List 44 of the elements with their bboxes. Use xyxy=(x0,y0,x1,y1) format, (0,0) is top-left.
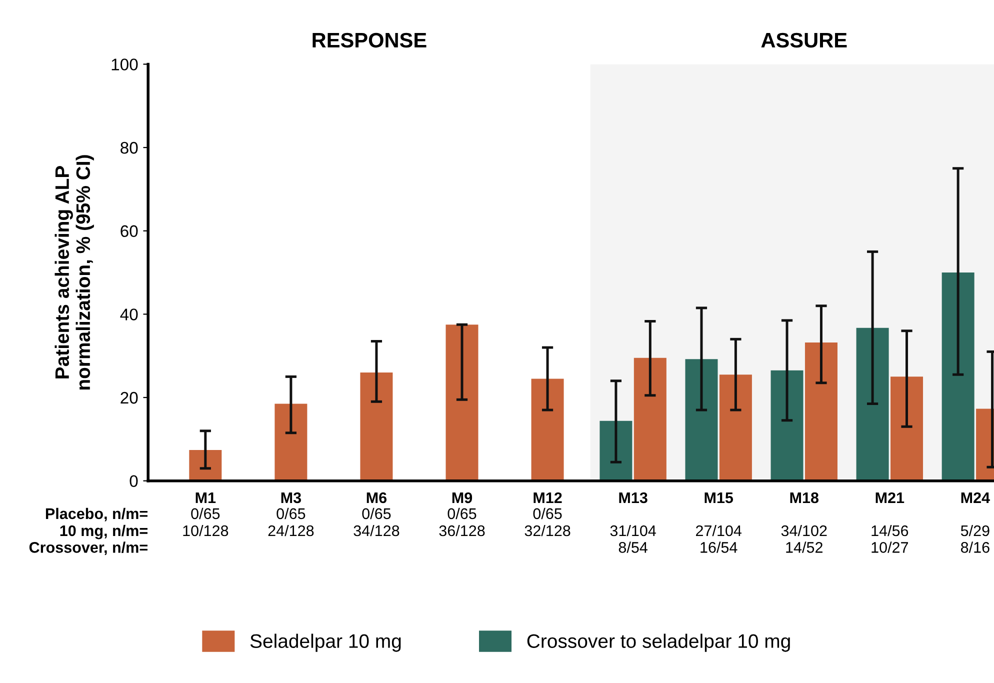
y-axis-title: Patients achieving ALP normalization, % (95% CI) xyxy=(54,155,94,390)
text: 5/29 xyxy=(960,524,990,536)
x-tick-label: M12 xyxy=(534,492,562,504)
text: 31/104 xyxy=(610,524,656,536)
text: 10/128 xyxy=(183,524,228,536)
x-tick-label: M21 xyxy=(876,492,904,504)
y-tick-label: 0 xyxy=(130,475,138,488)
text: 34/102 xyxy=(781,524,827,536)
y-tick-label: 100 xyxy=(112,58,138,70)
text: 10 mg, n/m= xyxy=(60,524,148,540)
x-tick-label: M6 xyxy=(366,492,387,504)
legend-label: Crossover to seladelpar 10 mg xyxy=(527,634,790,652)
text: 34/128 xyxy=(354,524,400,536)
text: Placebo, n/m= xyxy=(46,508,148,522)
text: Crossover, n/m= xyxy=(29,542,148,556)
text: 14/52 xyxy=(786,542,822,553)
band-label: ASSURE xyxy=(761,32,847,48)
text: 16/54 xyxy=(700,542,738,553)
y-tick-label: 40 xyxy=(120,308,138,320)
text: 14/56 xyxy=(872,524,908,536)
text: 24/128 xyxy=(268,524,314,536)
text: 0/65 xyxy=(362,508,391,520)
text: RESPONSE xyxy=(312,32,426,48)
x-tick-label: M15 xyxy=(704,492,734,504)
text: 27/104 xyxy=(696,524,742,536)
text: 10/27 xyxy=(872,542,908,553)
y-tick-label: 80 xyxy=(120,142,138,154)
text: 36/128 xyxy=(439,524,485,536)
text: 0/65 xyxy=(533,508,562,520)
y-tick-label: 20 xyxy=(120,392,138,404)
text: 0/65 xyxy=(276,508,306,520)
text: 0/65 xyxy=(448,508,476,520)
text: 8/16 xyxy=(960,542,990,553)
x-tick-label: M18 xyxy=(790,492,819,504)
x-tick-label: M24 xyxy=(961,492,990,504)
text: 0/65 xyxy=(191,508,220,520)
x-tick-label: M3 xyxy=(281,492,301,504)
y-tick-label: 60 xyxy=(120,225,138,238)
legend-label: Seladelpar 10 mg xyxy=(250,634,401,652)
x-tick-label: M1 xyxy=(196,492,216,504)
text: 8/54 xyxy=(618,542,648,553)
text: 32/128 xyxy=(524,524,570,536)
x-tick-label: M9 xyxy=(452,492,472,504)
x-tick-label: M13 xyxy=(619,492,648,504)
